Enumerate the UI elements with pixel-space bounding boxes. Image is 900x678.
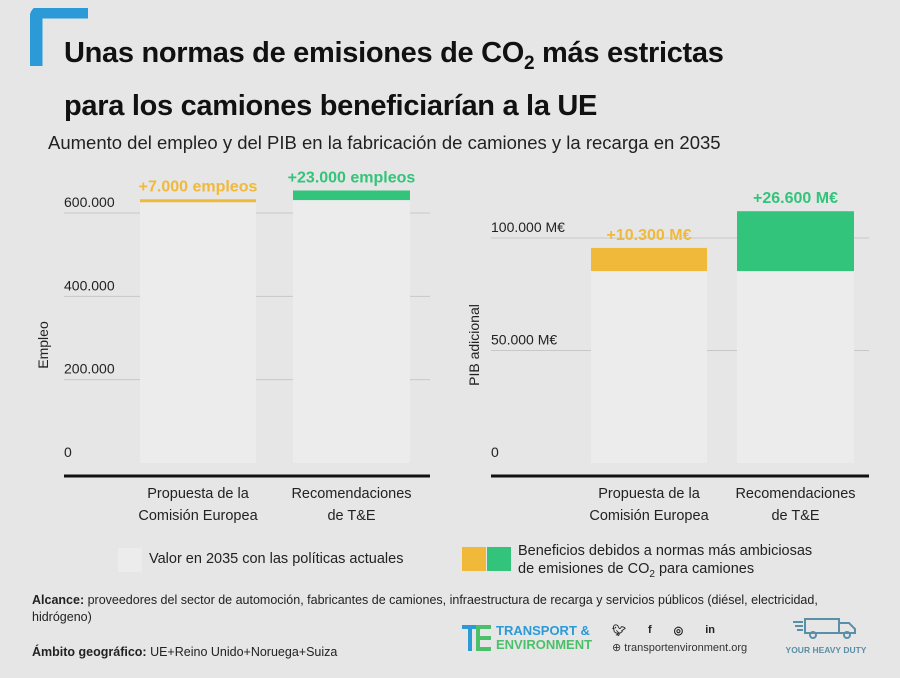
data-label: +23.000 empleos [288,170,416,187]
social-icons: 🐦︎ f ◎ in [612,624,715,637]
y-tick-label: 100.000 M€ [491,219,565,235]
x-tick-label: Recomendaciones [291,486,411,502]
website-link[interactable]: ⊕ transportenvironment.org [612,642,748,654]
te-logo: TRANSPORT & ENVIRONMENT [462,624,592,652]
legend-swatch-current [118,548,142,572]
instagram-icon[interactable]: ◎ [673,625,684,637]
te-logo-icon [462,625,491,651]
x-tick-label: Propuesta de la [598,486,701,502]
legend-label-benefits: Beneficios debidos a normas más ambicios… [518,543,813,580]
bar-current-0 [591,271,707,463]
legend-swatch-commission [462,547,486,571]
data-label: +7.000 empleos [139,178,258,195]
globe-icon: ⊕ [612,642,622,654]
te-logo-line1: TRANSPORT & [496,623,590,638]
x-tick-label: Propuesta de la [147,486,250,502]
bar-benefit-0 [140,199,256,203]
twitter-icon[interactable]: 🐦︎ [612,625,626,637]
y-tick-label: 0 [64,444,72,460]
legend-label-current: Valor en 2035 con las políticas actuales [149,551,404,567]
y-tick-label: 600.000 [64,194,115,210]
bar-current-1 [293,200,410,464]
corner-accent-icon [30,8,88,66]
x-tick-label: Comisión Europea [138,508,258,524]
truck-icon [793,618,856,639]
y-tick-label: 50.000 M€ [491,332,557,348]
x-tick-label: Comisión Europea [589,508,709,524]
te-logo-line2: ENVIRONMENT [496,637,593,652]
bar-current-0 [140,202,256,463]
bar-benefit-0 [591,247,707,272]
y-tick-label: 200.000 [64,361,115,377]
y-tick-label: 0 [491,444,499,460]
geo-note: Ámbito geográfico: UE+Reino Unido+Norueg… [32,645,338,659]
y-axis-label: Empleo [35,321,51,369]
facebook-icon[interactable]: f [647,624,652,636]
bar-current-1 [737,271,854,463]
scope-note: Alcance: proveedores del sector de autom… [32,593,818,624]
y-tick-label: 400.000 [64,277,115,293]
linkedin-icon[interactable]: in [705,624,716,636]
x-tick-label: Recomendaciones [735,486,855,502]
charts: 0 200.000 400.000 600.000 Empleo +7.000 emple… [35,170,869,524]
bar-benefit-1 [293,190,410,201]
legend-swatch-te [487,547,511,571]
heavy-duty-logo: YOUR HEAVY DUTY [780,616,872,655]
page-title: Unas normas de emisiones de CO2 más estr… [64,37,724,122]
x-tick-label: de T&E [327,508,375,524]
bar-benefit-1 [737,211,854,272]
data-label: +10.300 M€ [607,227,692,244]
subtitle: Aumento del empleo y del PIB en la fabri… [48,132,721,153]
y-axis-label: PIB adicional [466,304,482,386]
x-tick-label: de T&E [771,508,819,524]
data-label: +26.600 M€ [753,190,838,207]
